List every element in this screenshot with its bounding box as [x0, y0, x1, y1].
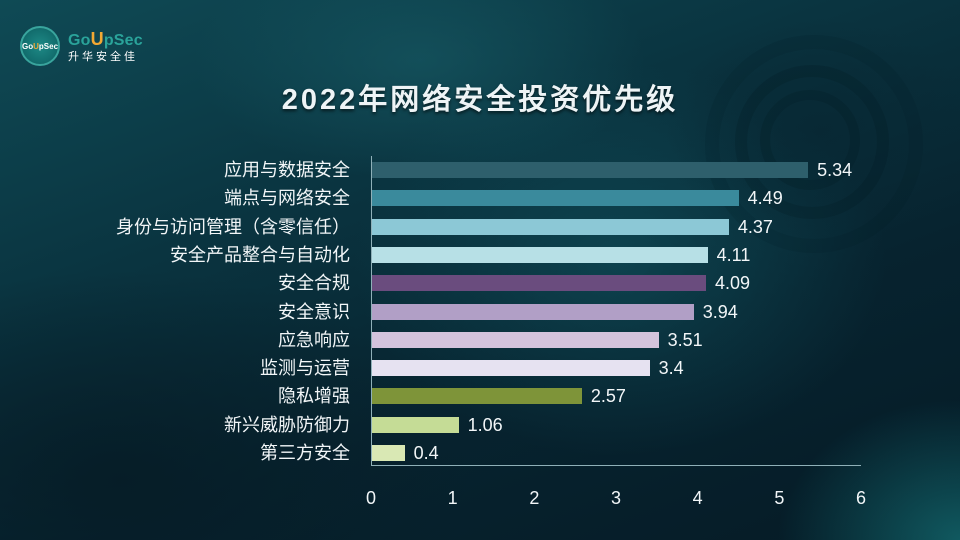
value-label: 5.34 — [817, 160, 853, 180]
bar — [372, 218, 729, 235]
x-tick-label: 2 — [529, 488, 540, 508]
bar — [372, 246, 708, 263]
category-label: 安全产品整合与自动化 — [170, 244, 350, 265]
value-label: 3.4 — [658, 358, 684, 379]
bar — [372, 331, 659, 348]
logo-name: GoUpSec — [68, 28, 143, 49]
bar — [372, 303, 694, 320]
bar — [372, 445, 405, 461]
bar — [372, 275, 707, 292]
x-tick-label: 1 — [447, 488, 458, 508]
bar — [372, 388, 582, 405]
category-label: 第三方安全 — [260, 443, 350, 463]
category-label: 安全意识 — [278, 301, 350, 322]
category-label: 监测与运营 — [260, 358, 350, 379]
value-label: 2.57 — [590, 386, 626, 407]
value-label: 4.09 — [715, 273, 751, 294]
category-label: 端点与网络安全 — [224, 188, 350, 209]
x-tick-label: 3 — [610, 488, 621, 508]
category-label: 新兴威胁防御力 — [224, 414, 350, 435]
x-tick-label: 0 — [365, 488, 376, 508]
category-label: 隐私增强 — [278, 386, 350, 407]
category-label: 身份与访问管理（含零信任） — [116, 216, 350, 237]
value-label: 1.06 — [467, 414, 503, 435]
logo-subtitle: 升华安全佳 — [68, 50, 138, 63]
category-label: 应用与数据安全 — [224, 160, 350, 180]
bar — [372, 162, 809, 178]
value-label: 3.94 — [702, 301, 738, 322]
category-label: 安全合规 — [278, 273, 350, 294]
x-tick-label: 6 — [855, 488, 866, 508]
bar — [372, 416, 459, 433]
bar — [372, 360, 650, 377]
category-label: 应急响应 — [278, 329, 350, 350]
bar — [372, 190, 739, 207]
x-tick-label: 5 — [774, 488, 785, 508]
x-axis-line — [371, 465, 861, 466]
value-label: 4.49 — [747, 188, 783, 209]
value-label: 4.11 — [716, 244, 751, 265]
value-label: 4.37 — [737, 216, 773, 237]
value-label: 0.4 — [413, 443, 439, 463]
value-label: 3.51 — [667, 329, 703, 350]
y-axis-line — [371, 156, 372, 465]
chart-title: 2022年网络安全投资优先级 — [281, 84, 679, 116]
x-tick-label: 4 — [692, 488, 703, 508]
